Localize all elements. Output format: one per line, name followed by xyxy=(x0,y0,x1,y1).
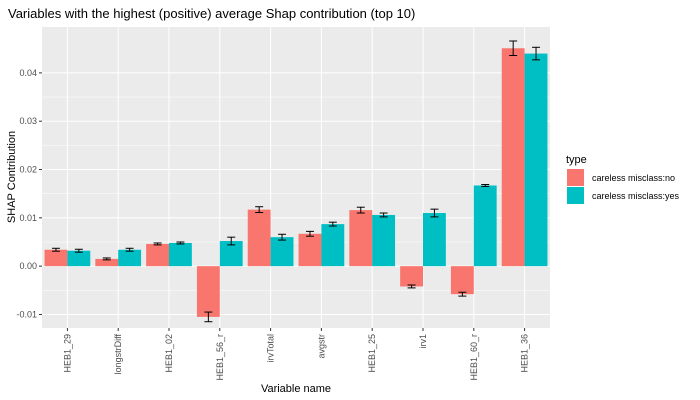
x-tick-label: longstrDiff xyxy=(113,334,123,375)
legend-swatch xyxy=(567,169,584,186)
error-bars xyxy=(51,40,541,323)
chart-title: Variables with the highest (positive) av… xyxy=(8,6,415,21)
x-tick-label: HEB1_02 xyxy=(164,334,174,373)
bar xyxy=(196,266,220,317)
bar xyxy=(118,249,142,267)
y-tick-label: 0.01 xyxy=(19,213,37,223)
legend-items: careless misclass:no careless misclass:ye… xyxy=(567,169,680,204)
bar xyxy=(501,48,525,267)
error-bar xyxy=(328,221,337,227)
y-tick-label: 0.02 xyxy=(19,165,37,175)
y-tick-label: 0.03 xyxy=(19,116,37,126)
y-tick-label: 0.00 xyxy=(19,261,37,271)
bar xyxy=(524,53,548,267)
bar xyxy=(146,243,169,267)
error-bar xyxy=(102,257,111,261)
x-tick-label: irvTotal xyxy=(266,334,276,363)
x-tick-label: HEB1_25 xyxy=(367,334,377,373)
error-bar xyxy=(278,233,287,241)
legend-label: careless misclass:no xyxy=(592,173,675,183)
bar xyxy=(247,209,271,267)
bar xyxy=(270,237,294,267)
error-bar xyxy=(227,236,236,246)
error-bar xyxy=(204,311,213,323)
x-tick-label: HEB1_60_r xyxy=(469,334,479,381)
x-tick-label: irv1 xyxy=(418,334,428,349)
y-axis: -0.01 0.00 0.01 0.02 0.03 0.04 xyxy=(16,68,42,319)
error-bar xyxy=(430,208,439,218)
bar xyxy=(423,213,446,267)
legend-label: careless misclass:yes xyxy=(592,191,680,201)
error-bar xyxy=(356,206,365,214)
bar xyxy=(321,224,345,267)
x-axis-title: Variable name xyxy=(261,383,331,395)
x-tick-label: HEB1_29 xyxy=(62,334,72,373)
error-bar xyxy=(379,212,388,218)
legend-swatch xyxy=(567,187,584,204)
bar xyxy=(400,266,423,287)
bar xyxy=(473,185,497,267)
bar xyxy=(67,250,91,267)
error-bar xyxy=(153,242,162,246)
error-bar xyxy=(74,248,83,253)
error-bar xyxy=(458,291,467,297)
x-axis: HEB1_29 longstrDiff HEB1_02 HEB1_56_r irvTot… xyxy=(62,328,530,381)
error-bar xyxy=(51,247,60,252)
bar xyxy=(95,258,119,267)
x-tick-label: HEB1_36 xyxy=(520,334,530,373)
x-tick-label: avgstr xyxy=(316,334,326,359)
bar xyxy=(349,210,373,267)
bar xyxy=(450,266,474,295)
bar xyxy=(169,242,192,267)
error-bar xyxy=(532,46,541,61)
error-bar xyxy=(255,206,264,214)
x-tick-label: HEB1_56_r xyxy=(215,334,225,381)
error-bar xyxy=(176,241,185,245)
error-bar xyxy=(125,247,134,252)
bar xyxy=(219,241,243,267)
legend-title: type xyxy=(566,154,587,166)
error-bar xyxy=(481,184,490,187)
y-tick-label: -0.01 xyxy=(16,309,37,319)
bars xyxy=(44,48,548,317)
error-bar xyxy=(305,230,314,237)
bar xyxy=(372,214,396,267)
bar xyxy=(44,249,68,267)
error-bar xyxy=(407,284,416,289)
error-bar xyxy=(509,40,518,57)
bar xyxy=(298,233,322,267)
y-tick-label: 0.04 xyxy=(19,68,37,78)
y-axis-title: SHAP Contribution xyxy=(6,131,18,223)
